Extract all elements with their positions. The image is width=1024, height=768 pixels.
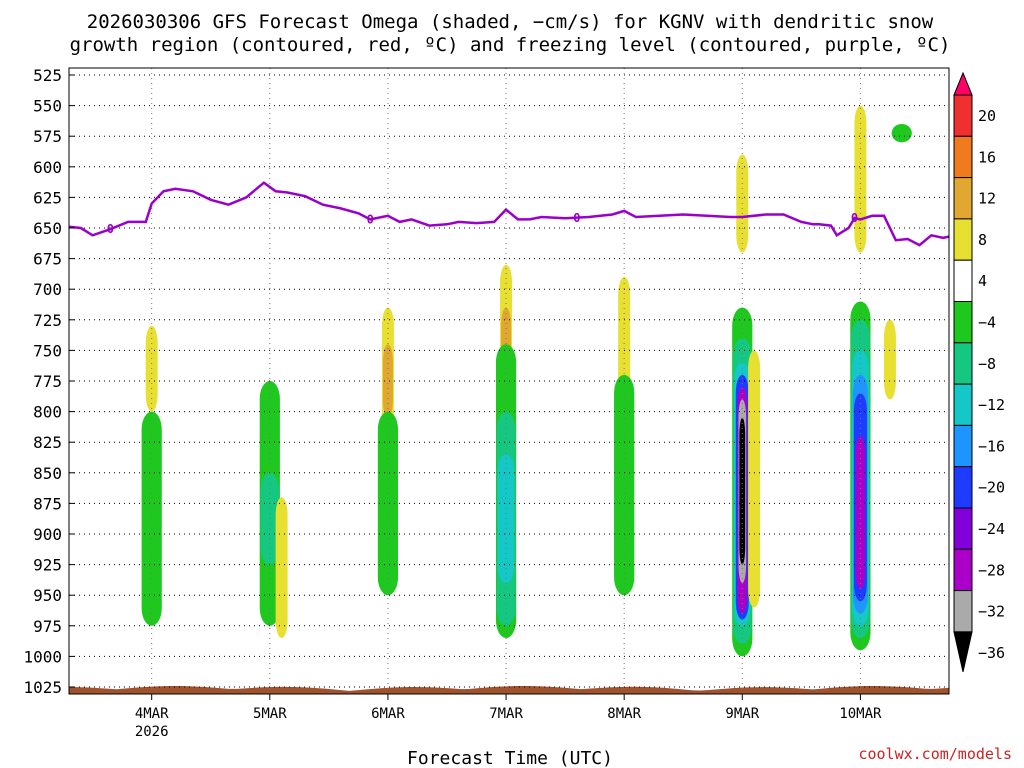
ground-terrain	[69, 686, 949, 694]
freezing-level-label-0: 0	[107, 222, 114, 236]
colorbar-label-11: −28	[978, 561, 1005, 579]
colorbar-label-0: 20	[978, 107, 996, 125]
colorbar-swatch-12	[953, 548, 973, 592]
freezing-level-line	[68, 181, 950, 247]
y-tick-label-875: 875	[33, 494, 62, 513]
freezing-level-label-2: 0	[573, 211, 580, 225]
y-tick-label-825: 825	[33, 433, 62, 452]
y-tick-label-750: 750	[33, 341, 62, 360]
colorbar-label-5: −4	[978, 314, 996, 332]
colorbar-label-13: −36	[978, 644, 1005, 662]
omega-cell-32	[891, 123, 912, 143]
y-tick-label-850: 850	[33, 464, 62, 483]
x-tick-label-4MAR: 4MAR	[135, 706, 169, 722]
omega-cell-14	[614, 374, 635, 596]
y-tick-label-725: 725	[33, 311, 62, 330]
y-tick-label-600: 600	[33, 158, 62, 177]
chart-title-line1: 2026030306 GFS Forecast Omega (shaded, −…	[87, 11, 934, 33]
colorbar-label-3: 8	[978, 231, 987, 249]
y-tick-label-700: 700	[33, 280, 62, 299]
y-tick-label-775: 775	[33, 372, 62, 391]
y-tick-label-525: 525	[33, 66, 62, 85]
y-tick-label-625: 625	[33, 188, 62, 207]
colorbar-label-10: −24	[978, 520, 1005, 538]
omega-cell-31	[883, 319, 896, 400]
x-tick-sublabel-4MAR: 2026	[135, 724, 169, 740]
colorbar-label-9: −20	[978, 479, 1005, 497]
x-tick-label-9MAR: 9MAR	[725, 706, 759, 722]
colorbar-label-6: −8	[978, 355, 996, 373]
freezing-level-label-1: 0	[367, 212, 374, 226]
colorbar-swatch-11	[953, 507, 973, 550]
colorbar-label-12: −32	[978, 603, 1005, 621]
x-tick-label-10MAR: 10MAR	[839, 706, 882, 722]
colorbar-bottom-arrow	[953, 631, 973, 673]
y-tick-label-650: 650	[33, 219, 62, 238]
chart-title-line2: growth region (contoured, red, ºC) and f…	[70, 34, 951, 56]
colorbar-swatch-7	[953, 342, 973, 385]
credit-text: coolwx.com/models	[858, 745, 1012, 763]
omega-cell-23	[748, 350, 761, 608]
colorbar-swatch-6	[953, 301, 973, 344]
y-tick-label-675: 675	[33, 250, 62, 269]
colorbar-label-7: −12	[978, 396, 1005, 414]
omega-cell-30	[855, 436, 866, 590]
y-tick-label-575: 575	[33, 127, 62, 146]
omega-cell-4	[275, 497, 288, 639]
x-tick-label-6MAR: 6MAR	[371, 706, 405, 722]
colorbar-label-2: 12	[978, 190, 996, 208]
x-tick-label-5MAR: 5MAR	[253, 706, 287, 722]
y-tick-label-900: 900	[33, 525, 62, 544]
colorbar-swatch-4	[953, 218, 973, 261]
x-tick-label-8MAR: 8MAR	[607, 706, 641, 722]
colorbar-swatch-13	[953, 590, 973, 633]
colorbar-swatch-10	[953, 466, 973, 509]
y-tick-label-1000: 1000	[23, 647, 62, 666]
y-tick-label-975: 975	[33, 617, 62, 636]
freezing-level-layer: 0 0 0 0	[68, 181, 950, 247]
omega-colorbar: 20 16 12 8 4 −4 −8 −12 −16 −20 −24 −28 −32 −36	[953, 71, 1005, 673]
y-tick-label-925: 925	[33, 556, 62, 575]
y-tick-label-550: 550	[33, 97, 62, 116]
grid-layer	[69, 68, 949, 694]
colorbar-swatch-5	[953, 259, 973, 303]
time-axis: 4MAR 2026 5MAR 6MAR 7MAR 8MAR 9MAR 10MAR	[135, 694, 882, 740]
colorbar-swatch-8	[953, 383, 973, 426]
ground-terrain-layer	[69, 686, 949, 694]
omega-cell-24	[854, 105, 867, 253]
freezing-level-label-3: 0	[851, 211, 858, 225]
colorbar-swatch-2	[953, 135, 973, 179]
colorbar-swatch-3	[953, 177, 973, 220]
colorbar-swatch-1	[953, 94, 973, 137]
y-tick-label-800: 800	[33, 403, 62, 422]
colorbar-label-4: 4	[978, 272, 987, 290]
pressure-axis: 525 550 575 600 625 650 675 700 725 750 775 800 825 8…	[23, 66, 75, 697]
colorbar-label-8: −16	[978, 437, 1005, 455]
y-tick-label-1025: 1025	[23, 678, 62, 697]
omega-cell-6	[382, 344, 393, 418]
x-tick-label-7MAR: 7MAR	[489, 706, 523, 722]
colorbar-top-arrow	[953, 71, 973, 96]
y-tick-label-950: 950	[33, 586, 62, 605]
colorbar-swatch-9	[953, 424, 973, 468]
omega-cell-22	[739, 417, 746, 565]
colorbar-label-1: 16	[978, 148, 996, 166]
x-axis-label: Forecast Time (UTC)	[407, 748, 613, 768]
